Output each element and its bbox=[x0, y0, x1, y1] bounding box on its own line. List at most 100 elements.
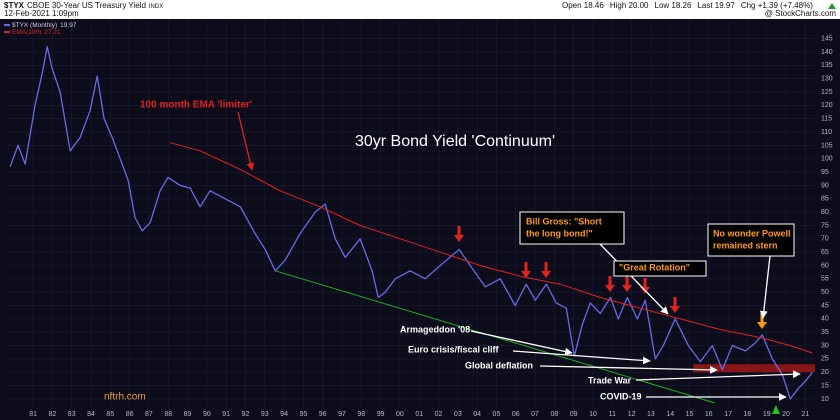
y-tick-label: 80 bbox=[821, 209, 829, 216]
quote-item: Chg +1.39 (+7.48%) bbox=[741, 1, 813, 10]
annotation-text: "Great Rotation" bbox=[619, 262, 690, 272]
x-tick-label: 86 bbox=[126, 411, 134, 418]
annotation-text: the long bond!" bbox=[526, 228, 593, 238]
x-tick-label: 94 bbox=[280, 411, 288, 418]
annotation-arrow bbox=[512, 350, 651, 365]
y-tick-label: 105 bbox=[821, 142, 833, 149]
x-tick-label: 01 bbox=[415, 411, 423, 418]
x-tick-label: 88 bbox=[164, 411, 172, 418]
y-tick-label: 25 bbox=[821, 356, 829, 363]
annotation-text: No wonder Powell bbox=[713, 228, 791, 238]
symbol: $TYX bbox=[4, 1, 25, 10]
y-tick-label: 35 bbox=[821, 329, 829, 336]
marker-arrow bbox=[622, 276, 632, 292]
y-tick-label: 20 bbox=[821, 369, 829, 376]
x-tick-label: 92 bbox=[242, 411, 250, 418]
chart-bg bbox=[0, 19, 840, 420]
y-tick-label: 50 bbox=[821, 289, 829, 296]
x-tick-label: 81 bbox=[29, 411, 37, 418]
legend-name: EMA(100) bbox=[12, 29, 41, 36]
y-tick-label: 135 bbox=[821, 62, 833, 69]
y-tick-label: 145 bbox=[821, 36, 833, 43]
y-tick-label: 75 bbox=[821, 222, 829, 229]
x-tick-label: 16 bbox=[705, 411, 713, 418]
x-tick-label: 89 bbox=[184, 411, 192, 418]
y-tick-label: 60 bbox=[821, 262, 829, 269]
x-tick-label: 87 bbox=[145, 411, 153, 418]
y-tick-label: 65 bbox=[821, 249, 829, 256]
annotation-text: Bill Gross: "Short bbox=[526, 216, 602, 226]
x-tick-label: 95 bbox=[299, 411, 307, 418]
x-tick-label: 99 bbox=[377, 411, 385, 418]
exchange: INDX bbox=[149, 4, 163, 10]
y-tick-label: 110 bbox=[821, 129, 832, 136]
annotation-arrow bbox=[237, 111, 255, 171]
marker-arrow bbox=[521, 262, 531, 278]
quote: Open 18.46 High 20.00 Low 18.26 Last 19.97 C… bbox=[562, 1, 813, 10]
legend-last: 27.21 bbox=[44, 29, 61, 36]
x-tick-label: 08 bbox=[550, 411, 558, 418]
x-tick-label: 84 bbox=[87, 411, 95, 418]
x-tick-label: 09 bbox=[570, 411, 578, 418]
x-tick-label: 14 bbox=[666, 411, 674, 418]
annotation-arrow bbox=[599, 243, 669, 315]
x-tick-label: 91 bbox=[222, 411, 230, 418]
x-tick-label: 98 bbox=[357, 411, 365, 418]
legend-name: $TYX (Monthly) bbox=[12, 22, 57, 29]
y-tick-label: 55 bbox=[821, 276, 829, 283]
marker-arrow bbox=[541, 262, 551, 278]
annotation-box bbox=[519, 211, 625, 245]
x-tick-label: 21 bbox=[801, 411, 809, 418]
up-triangle bbox=[828, 3, 836, 9]
watermark: nftrh.com bbox=[104, 392, 146, 403]
y-tick-label: 15 bbox=[821, 382, 829, 389]
x-tick-label: 00 bbox=[396, 411, 404, 418]
y-tick-label: 40 bbox=[821, 316, 829, 323]
support-zone bbox=[693, 364, 815, 373]
x-tick-label: 10 bbox=[589, 411, 597, 418]
quote-item: Open 18.46 bbox=[562, 1, 604, 10]
annotation-arrow bbox=[635, 370, 801, 381]
annotation-text: Global deflation bbox=[465, 360, 533, 370]
header-title: $TYX CBOE 30-Year US Treasury Yield INDX bbox=[4, 1, 163, 10]
x-tick-label: 85 bbox=[106, 411, 114, 418]
marker-arrow bbox=[605, 276, 615, 292]
x-tick-label: 90 bbox=[203, 411, 211, 418]
quote-item: High 20.00 bbox=[610, 1, 649, 10]
date: 12-Feb-2021 1:09pm bbox=[4, 9, 79, 18]
header-bg bbox=[0, 0, 840, 19]
ema-line bbox=[170, 142, 813, 354]
y-tick-label: 45 bbox=[821, 302, 829, 309]
y-tick-label: 120 bbox=[821, 102, 833, 109]
marker-arrow bbox=[454, 226, 464, 242]
marker-arrow bbox=[640, 278, 650, 294]
x-tick-label: 83 bbox=[68, 411, 76, 418]
annotation-box bbox=[613, 260, 707, 277]
y-tick-label: 10 bbox=[821, 396, 829, 403]
y-tick-label: 140 bbox=[821, 49, 833, 56]
quote-item: Last 19.97 bbox=[697, 1, 735, 10]
title: CBOE 30-Year US Treasury Yield bbox=[27, 1, 146, 10]
x-tick-label: 82 bbox=[49, 411, 57, 418]
y-tick-label: 30 bbox=[821, 342, 829, 349]
annotation-text: Euro crisis/fiscal cliff bbox=[408, 344, 500, 354]
x-tick-label: 19 bbox=[763, 411, 771, 418]
y-tick-label: 125 bbox=[821, 89, 833, 96]
x-tick-label: 15 bbox=[686, 411, 694, 418]
annotation-text: Trade War bbox=[588, 375, 632, 385]
legend-last: 19.97 bbox=[60, 22, 77, 29]
y-tick-label: 95 bbox=[821, 169, 829, 176]
x-tick-label: 03 bbox=[454, 411, 462, 418]
quote-item: Low 18.26 bbox=[655, 1, 692, 10]
x-tick-label: 13 bbox=[647, 411, 655, 418]
annotation-arrow bbox=[759, 255, 771, 319]
x-tick-label: 12 bbox=[628, 411, 636, 418]
x-tick-label: 05 bbox=[493, 411, 501, 418]
x-tick-label: 07 bbox=[531, 411, 539, 418]
x-tick-label: 97 bbox=[338, 411, 346, 418]
source: @ StockCharts.com bbox=[765, 9, 837, 18]
annotation-text: 30yr Bond Yield 'Continuum' bbox=[355, 133, 555, 150]
x-tick-label: 04 bbox=[473, 411, 481, 418]
y-tick-label: 130 bbox=[821, 76, 833, 83]
